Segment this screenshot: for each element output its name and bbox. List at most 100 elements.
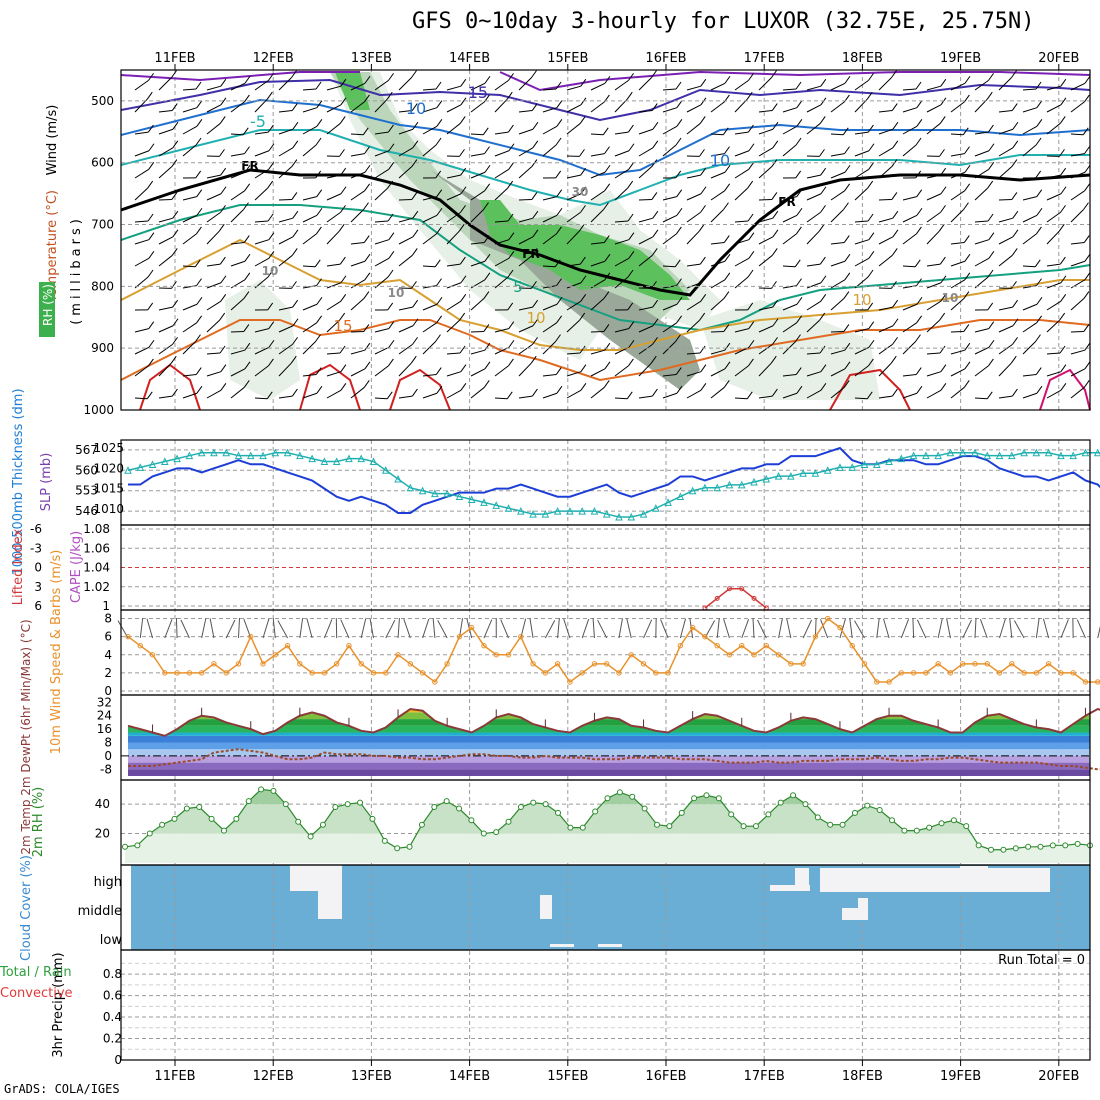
wind-barb xyxy=(470,101,485,113)
wind-barb xyxy=(998,343,1013,355)
right-tick-label: 1.08 xyxy=(83,522,110,536)
wind-speed-point xyxy=(628,652,634,658)
wind-barb xyxy=(374,220,389,223)
wind-barb xyxy=(555,334,561,342)
wind-barb xyxy=(436,296,443,305)
wind-barb xyxy=(746,391,753,400)
wind-barb xyxy=(316,278,322,286)
wind-axis-label: 10m Wind Speed & Barbs (m/s) xyxy=(49,550,64,755)
wind-barb xyxy=(806,389,822,399)
wind-barb xyxy=(340,364,347,372)
wind-barb xyxy=(182,322,197,333)
wind-barb xyxy=(483,619,493,639)
right-tick-label: 1010 xyxy=(93,502,124,516)
wind-barb xyxy=(363,324,370,332)
wind-barb xyxy=(398,362,412,377)
rh-point xyxy=(258,786,265,793)
wind-barb xyxy=(446,300,462,311)
wind-barb xyxy=(316,119,323,127)
wind-barb xyxy=(398,255,413,267)
wind-barb xyxy=(950,368,966,377)
wind-speed-point xyxy=(321,670,328,676)
wind-barb xyxy=(340,78,347,87)
wind-barb xyxy=(604,75,611,84)
wind-barb xyxy=(460,78,467,87)
wind-barb xyxy=(819,312,826,321)
thickness-point xyxy=(369,457,378,466)
wind-barb xyxy=(364,75,371,84)
wind-speed-point xyxy=(714,643,720,649)
thickness-point xyxy=(823,466,832,474)
rh-point xyxy=(938,820,945,827)
wind-barb xyxy=(950,330,964,333)
panel-frames xyxy=(120,69,1091,1061)
wind-barb xyxy=(772,121,779,130)
wind-barb xyxy=(340,275,347,284)
rh-point xyxy=(245,798,252,805)
legend-convective: Convective xyxy=(0,986,73,1001)
wind-barb xyxy=(1036,296,1043,305)
thickness-point xyxy=(529,509,537,518)
wind-barb xyxy=(698,223,705,232)
rh-point xyxy=(332,804,339,811)
wind-barb xyxy=(950,298,965,311)
wind-barb xyxy=(986,391,993,400)
wind-barb xyxy=(999,618,1006,639)
wind-barb xyxy=(1083,202,1089,210)
contour-line xyxy=(139,363,201,411)
wind-speed-point xyxy=(149,652,156,658)
rh-point xyxy=(307,833,314,840)
rh-point xyxy=(777,799,784,806)
wind-barb xyxy=(518,77,532,91)
wind-barb xyxy=(638,110,653,113)
wind-barb xyxy=(710,242,725,245)
wind-barb xyxy=(299,618,304,639)
wind-barb xyxy=(323,619,333,639)
thickness-point xyxy=(1032,448,1041,457)
wind-barb xyxy=(902,214,918,223)
wind-barb xyxy=(603,235,610,243)
wind-barb xyxy=(1035,618,1040,639)
thickness-point xyxy=(774,472,783,480)
thickness-point xyxy=(566,507,574,515)
wind-barb xyxy=(987,213,994,222)
contour-line xyxy=(499,70,1091,92)
wind-barb xyxy=(614,150,630,157)
wind-barb xyxy=(710,82,726,91)
wind-barb xyxy=(734,187,749,201)
wind-barb xyxy=(638,147,654,157)
thickness-point xyxy=(332,457,341,466)
wind-barb xyxy=(446,174,461,179)
wind-barb xyxy=(494,131,509,135)
wind-speed-point xyxy=(775,652,782,658)
wind-barb xyxy=(1046,211,1061,223)
y-tick-label: 4 xyxy=(104,648,112,662)
cloud-bar xyxy=(858,898,868,920)
rh-point xyxy=(950,817,957,824)
wind-barb xyxy=(470,171,486,179)
wind-barb xyxy=(939,312,946,321)
wind-barb xyxy=(268,251,275,259)
wind-barb xyxy=(532,318,539,327)
wind-barb xyxy=(291,388,298,397)
wind-barb xyxy=(998,128,1014,135)
wind-barb xyxy=(518,362,532,377)
wind-barb xyxy=(686,263,701,267)
wind-barb xyxy=(566,85,581,91)
wind-barb xyxy=(770,355,777,364)
wind-barb xyxy=(603,380,610,388)
contour-line xyxy=(829,368,911,411)
wind-barb xyxy=(302,392,318,399)
wind-barb xyxy=(1012,299,1019,308)
wind-barb xyxy=(206,104,222,113)
wind-barb xyxy=(964,361,971,370)
wind-barb xyxy=(1012,337,1018,345)
wind-barb xyxy=(915,367,922,375)
wind-barb xyxy=(1070,171,1086,179)
wind-barb xyxy=(734,365,749,377)
wind-barb xyxy=(699,312,706,321)
wind-barb xyxy=(741,619,750,639)
wind-barb xyxy=(771,388,778,397)
wind-barb xyxy=(867,213,874,222)
wind-speed-point xyxy=(419,670,426,676)
